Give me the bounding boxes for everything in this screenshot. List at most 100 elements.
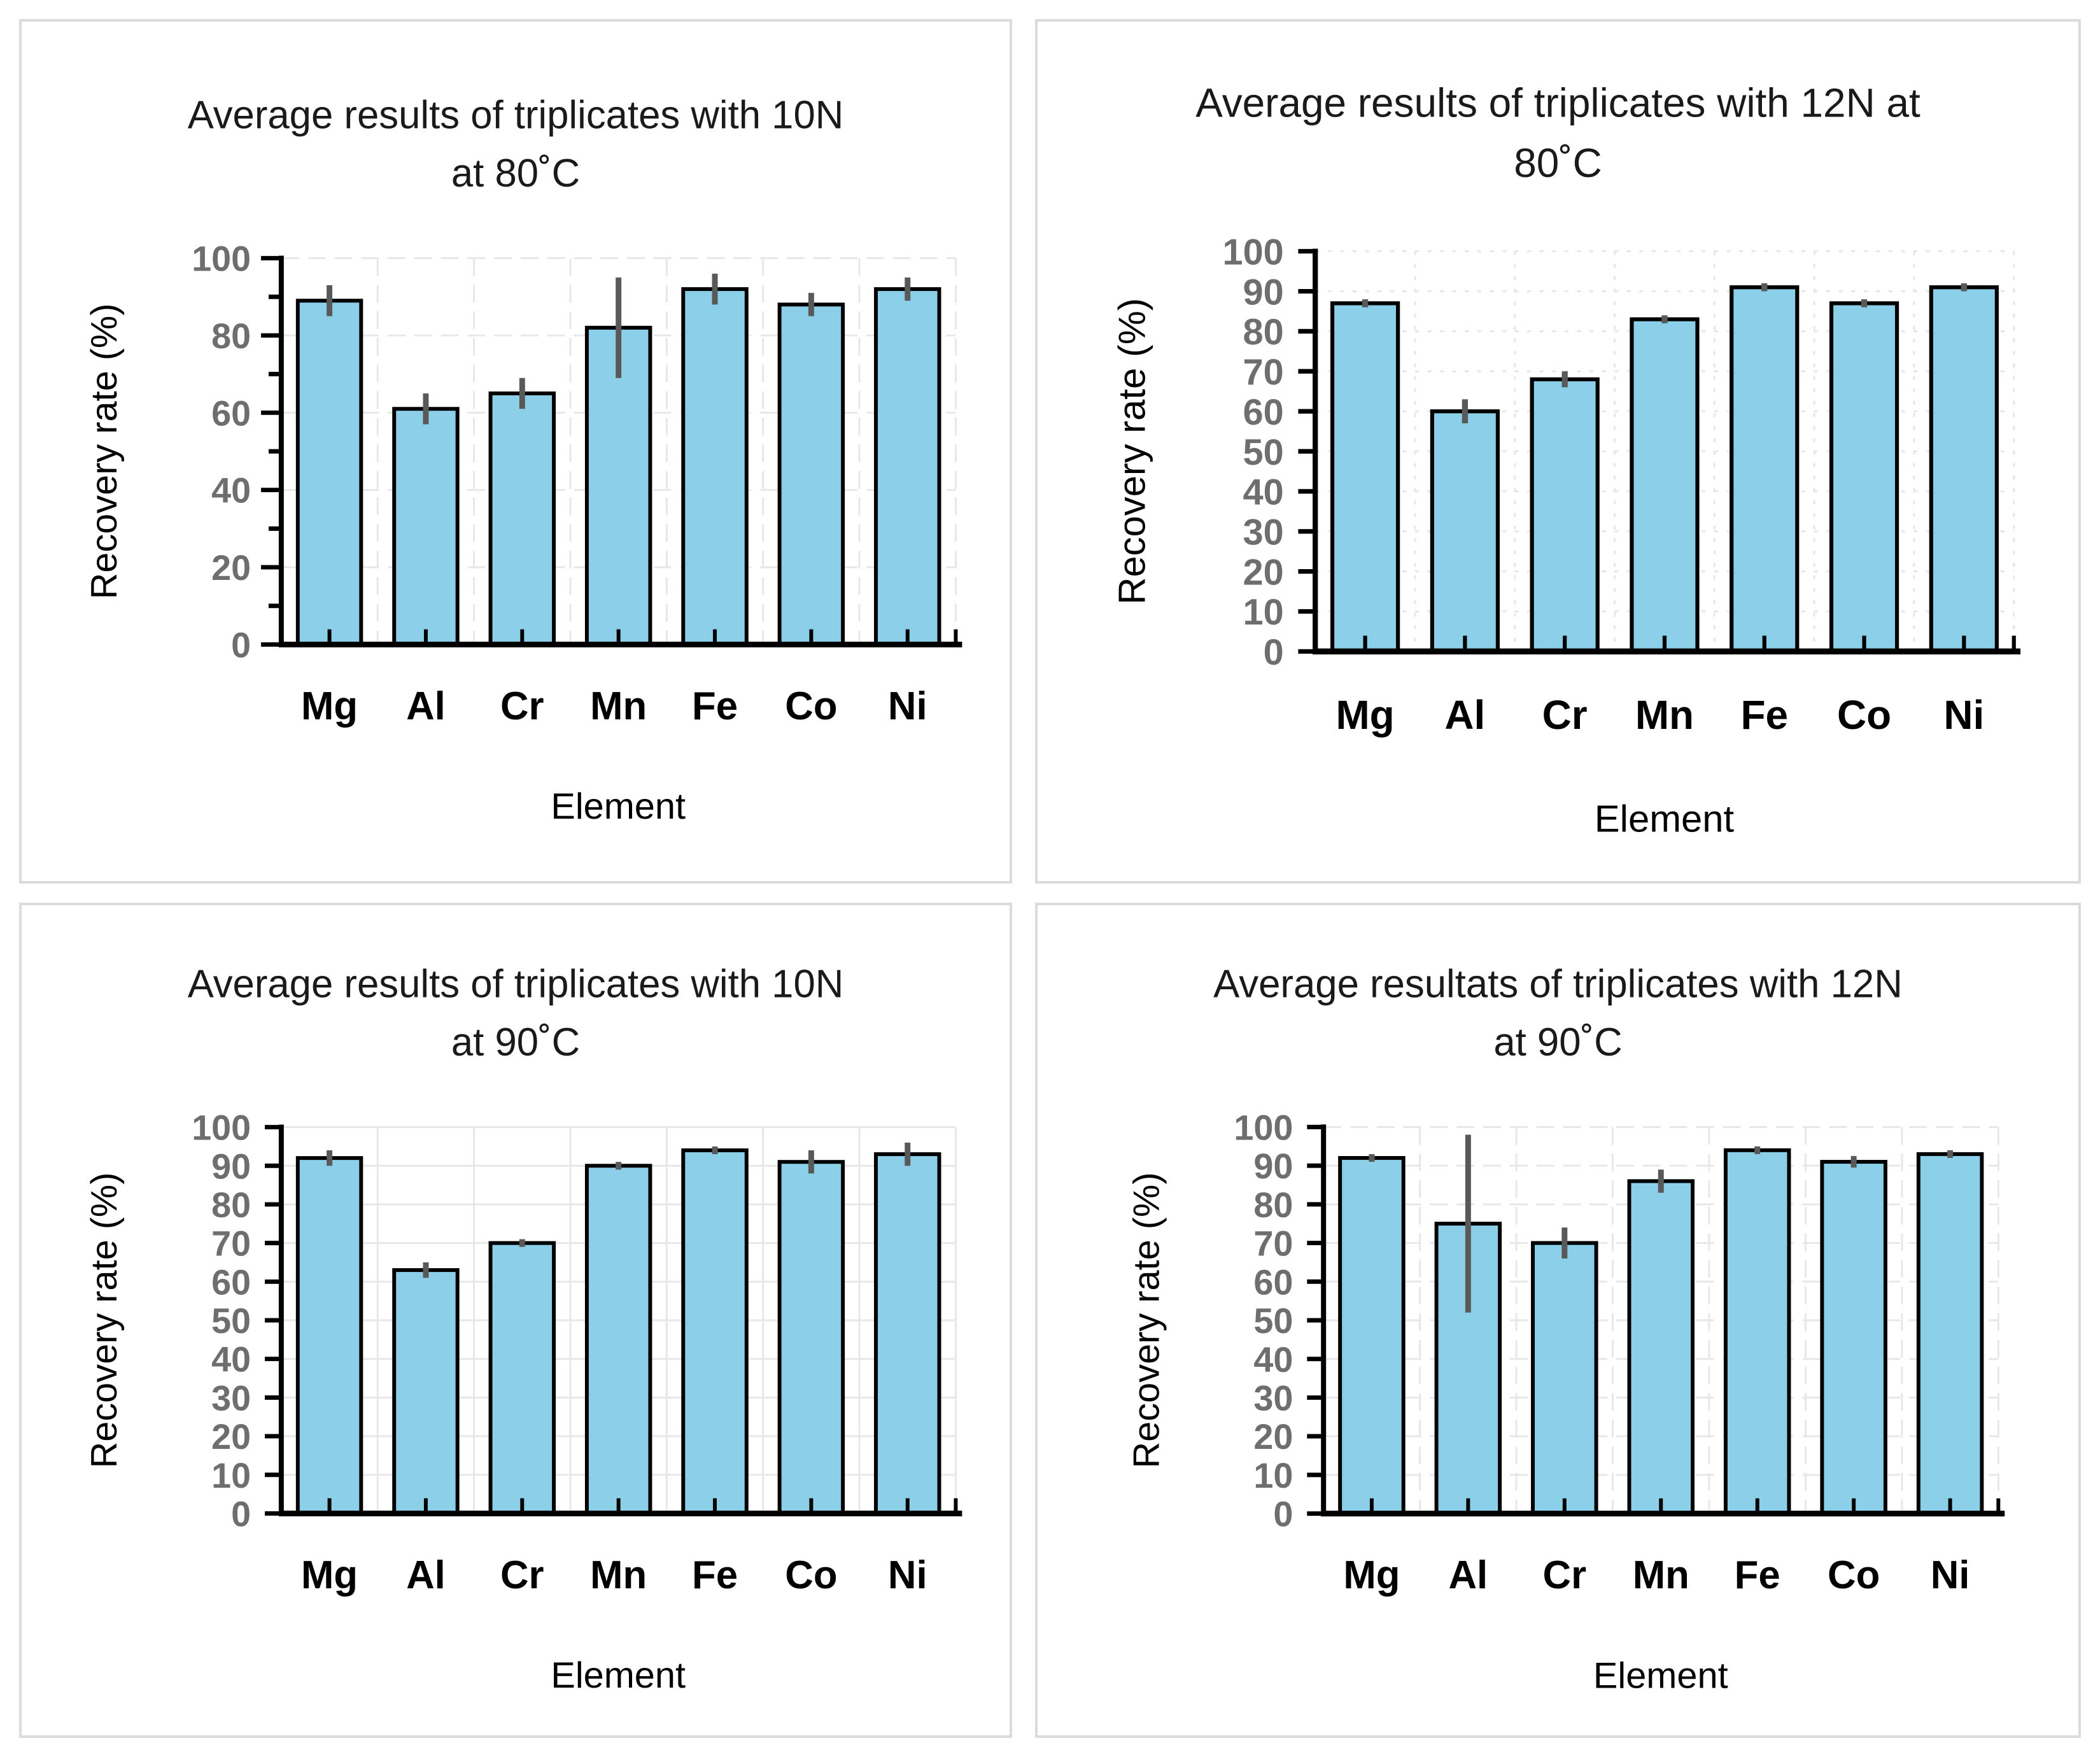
y-tick-label: 70 xyxy=(211,1224,251,1264)
x-axis-title: Element xyxy=(551,1655,686,1696)
y-tick-label: 100 xyxy=(1234,1108,1293,1147)
bar-Al xyxy=(1430,409,1500,654)
chart-title-line2: at 80˚C xyxy=(451,152,580,195)
bar-Mg xyxy=(295,1156,363,1516)
bar-Cr xyxy=(488,1241,556,1516)
y-tick-label: 40 xyxy=(1243,472,1284,513)
y-tick-label: 0 xyxy=(231,625,251,665)
y-tick-label: 80 xyxy=(1243,312,1284,353)
y-tick-label: 20 xyxy=(1253,1417,1293,1457)
x-category-label: Cr xyxy=(1543,1553,1587,1597)
bar-Ni xyxy=(1916,1152,1984,1516)
x-category-label: Mn xyxy=(590,1553,647,1597)
x-category-label: Fe xyxy=(692,684,738,728)
y-tick-label: 90 xyxy=(1243,272,1284,313)
chart-title-line1: Average resultats of triplicates with 12… xyxy=(1213,962,1903,1006)
y-tick-label: 90 xyxy=(1253,1147,1293,1186)
bar-Mn xyxy=(1627,1179,1695,1516)
plot-area: 0 20 40 60 80 100 Mg Al Cr Mn Fe Co Ni xyxy=(192,239,962,728)
y-tick-label: 80 xyxy=(1253,1185,1293,1225)
x-category-label: Ni xyxy=(1943,692,1984,738)
bar-Al xyxy=(392,1268,460,1516)
x-category-label: Al xyxy=(406,1553,446,1597)
chart-title-line1: Average results of triplicates with 12N … xyxy=(1195,80,1920,125)
bar-Mg xyxy=(1330,301,1400,654)
y-tick-label: 100 xyxy=(1222,232,1283,272)
bar-Cr xyxy=(1530,377,1600,654)
bar-Cr xyxy=(488,391,556,647)
y-tick-label: 30 xyxy=(1253,1379,1293,1418)
bar-Mg xyxy=(295,299,363,647)
y-axis-title: Recovery rate (%) xyxy=(1126,1172,1167,1468)
bar-Fe xyxy=(681,1148,749,1516)
chart-panel-10n-80c: Average results of triplicates with 10N … xyxy=(19,19,1012,884)
y-tick-label: 20 xyxy=(1243,552,1284,593)
bar-chart-10n-80c: Average results of triplicates with 10N … xyxy=(84,94,962,827)
x-category-label: Co xyxy=(1828,1553,1880,1597)
bar-Fe xyxy=(1723,1148,1791,1516)
bar-Co xyxy=(777,302,845,647)
bar-chart-12n-90c: Average resultats of triplicates with 12… xyxy=(1126,962,2005,1696)
y-tick-label: 100 xyxy=(192,1108,251,1148)
x-category-label: Mn xyxy=(1633,1553,1689,1597)
y-tick-label: 20 xyxy=(211,548,251,588)
y-tick-label: 20 xyxy=(211,1417,251,1457)
y-tick-label: 100 xyxy=(192,239,251,279)
x-category-label: Cr xyxy=(1542,692,1588,738)
x-category-label: Co xyxy=(785,684,837,728)
x-category-label: Cr xyxy=(500,1553,544,1597)
x-category-label: Co xyxy=(1837,692,1891,738)
y-tick-label: 50 xyxy=(1243,432,1284,473)
bar-Co xyxy=(1820,1160,1887,1516)
y-tick-label: 60 xyxy=(1243,392,1284,433)
bar-Fe xyxy=(1730,285,1800,654)
x-category-label: Al xyxy=(406,684,446,728)
charts-grid: Average results of triplicates with 10N … xyxy=(19,19,2081,1738)
y-tick-label: 40 xyxy=(1253,1340,1293,1379)
x-category-label: Ni xyxy=(1931,1553,1970,1597)
y-tick-label: 50 xyxy=(1253,1301,1293,1341)
y-tick-label: 0 xyxy=(1264,632,1284,673)
x-category-label: Ni xyxy=(888,684,927,728)
x-category-label: Mg xyxy=(1335,692,1394,738)
y-axis-title: Recovery rate (%) xyxy=(84,1173,125,1469)
chart-panel-10n-90c: Average results of triplicates with 10N … xyxy=(19,903,1012,1738)
x-axis-title: Element xyxy=(1595,798,1735,840)
chart-title-line2: 80˚C xyxy=(1514,140,1602,186)
bar-chart-12n-80c: Average results of triplicates with 12N … xyxy=(1110,80,2021,840)
bar-Mn xyxy=(584,1164,652,1516)
x-category-label: Fe xyxy=(1740,692,1788,738)
x-category-label: Al xyxy=(1449,1553,1488,1597)
x-category-label: Cr xyxy=(500,684,544,728)
chart-title-line2: at 90˚C xyxy=(1493,1020,1622,1064)
y-tick-label: 30 xyxy=(211,1378,251,1418)
bar-Ni xyxy=(1929,285,1999,654)
y-tick-label: 50 xyxy=(211,1301,251,1341)
y-tick-label: 10 xyxy=(1243,592,1284,633)
chart-title-line2: at 90˚C xyxy=(451,1020,580,1064)
bar-Co xyxy=(777,1160,845,1516)
chart-title-line1: Average results of triplicates with 10N xyxy=(188,963,844,1006)
y-tick-label: 60 xyxy=(1253,1262,1293,1302)
bar-chart-10n-90c: Average results of triplicates with 10N … xyxy=(84,963,962,1696)
x-category-label: Mg xyxy=(301,1553,358,1597)
y-tick-label: 60 xyxy=(211,1262,251,1302)
bar-Fe xyxy=(681,287,749,647)
x-category-label: Mg xyxy=(1343,1553,1400,1597)
x-category-label: Fe xyxy=(692,1553,738,1597)
y-tick-label: 70 xyxy=(1253,1224,1293,1264)
y-tick-label: 90 xyxy=(211,1147,251,1186)
y-tick-label: 40 xyxy=(211,1340,251,1379)
x-axis-title: Element xyxy=(551,786,686,827)
x-category-label: Mg xyxy=(301,684,358,728)
y-tick-label: 30 xyxy=(1243,512,1284,553)
bar-Ni xyxy=(874,287,941,647)
x-category-label: Ni xyxy=(888,1553,927,1597)
y-axis-title: Recovery rate (%) xyxy=(84,304,125,600)
x-category-label: Mn xyxy=(1635,692,1694,738)
y-tick-label: 60 xyxy=(211,393,251,433)
y-tick-label: 80 xyxy=(211,316,251,356)
x-category-label: Fe xyxy=(1735,1553,1780,1597)
